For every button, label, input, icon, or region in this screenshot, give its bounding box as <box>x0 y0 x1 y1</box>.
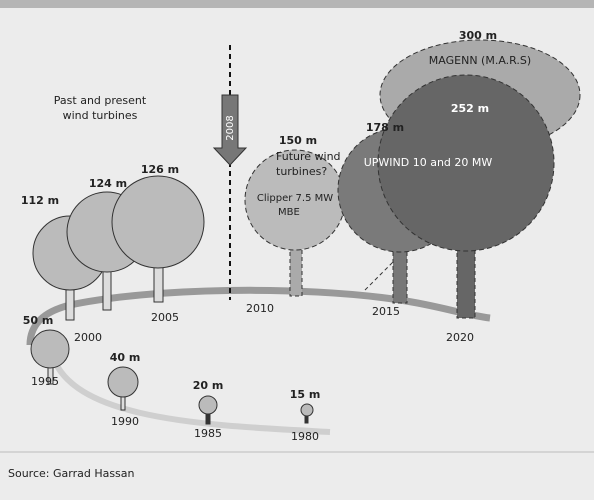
tower <box>290 248 302 296</box>
height-label: 20 m <box>193 379 224 392</box>
heading: turbines? <box>276 165 327 178</box>
tower <box>457 240 475 318</box>
page: 2008 Past and present wind turbines Futu… <box>0 0 594 504</box>
diagram: 2008 Past and present wind turbines Futu… <box>0 0 594 500</box>
source: Source: Garrad Hassan <box>8 467 135 480</box>
rotor <box>199 396 217 414</box>
heading: wind turbines <box>63 109 138 122</box>
height-label: 150 m <box>279 134 317 147</box>
tower <box>393 245 407 303</box>
height-label: 126 m <box>141 163 179 176</box>
height-label: 178 m <box>366 121 404 134</box>
year-label: 1980 <box>291 430 319 443</box>
height-label: 124 m <box>89 177 127 190</box>
year-label: 2010 <box>246 302 274 315</box>
turbine-name: Clipper 7.5 MW <box>257 193 333 204</box>
tower <box>154 265 163 302</box>
height-label: 15 m <box>290 388 321 401</box>
height-label: 50 m <box>23 314 54 327</box>
rotor <box>301 404 313 416</box>
year-label: 2020 <box>446 331 474 344</box>
year-label: 2000 <box>74 331 102 344</box>
year-label: 2015 <box>372 305 400 318</box>
rotor <box>31 330 69 368</box>
year-label: 2005 <box>151 311 179 324</box>
height-label: 40 m <box>110 351 141 364</box>
turbine-name: UPWIND 10 and 20 MW <box>364 156 493 169</box>
height-label: 300 m <box>459 29 497 42</box>
height-label: 112 m <box>21 194 59 207</box>
rotor <box>108 367 138 397</box>
year-label: 1985 <box>194 427 222 440</box>
top-bar <box>0 0 594 8</box>
heading: Future wind <box>276 150 341 163</box>
year-label: 1995 <box>31 375 59 388</box>
turbine-name: MBE <box>278 207 300 218</box>
year-label: 1990 <box>111 415 139 428</box>
height-label: 252 m <box>451 102 489 115</box>
tower <box>103 270 111 310</box>
turbine-name: MAGENN (M.A.R.S) <box>429 54 531 67</box>
marker-label: 2008 <box>225 115 236 140</box>
heading: Past and present <box>54 94 147 107</box>
